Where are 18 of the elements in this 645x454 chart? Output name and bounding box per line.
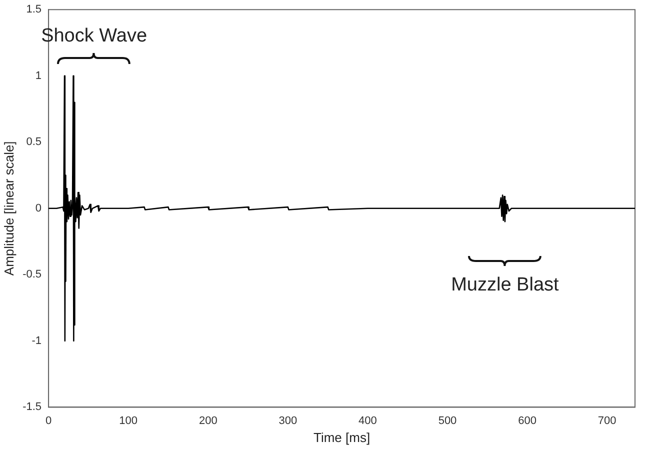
x-tick-label: 500 [438,414,457,427]
x-tick-label: 300 [278,414,298,427]
x-tick-label: 700 [598,414,616,427]
y-tick-label: 0 [35,202,42,214]
x-axis-title: Time [ms] [313,430,370,445]
y-tick-label: 0.5 [26,136,42,148]
x-tick-label: 100 [119,414,138,427]
x-tick-label: 400 [358,414,377,427]
y-tick-label: -0.5 [22,268,42,281]
x-tick-label: 0 [45,414,52,427]
x-tick-label: 200 [198,414,218,427]
y-tick-label: -1.5 [22,401,42,414]
x-tick-label: 600 [518,414,536,427]
y-tick-label: -1 [32,334,42,347]
y-tick-label: 1 [35,70,42,82]
annotation: Muzzle Blast [451,274,560,296]
y-tick-label: 1.5 [26,4,42,16]
y-axis-title: Amplitude [linear scale] [1,141,16,276]
